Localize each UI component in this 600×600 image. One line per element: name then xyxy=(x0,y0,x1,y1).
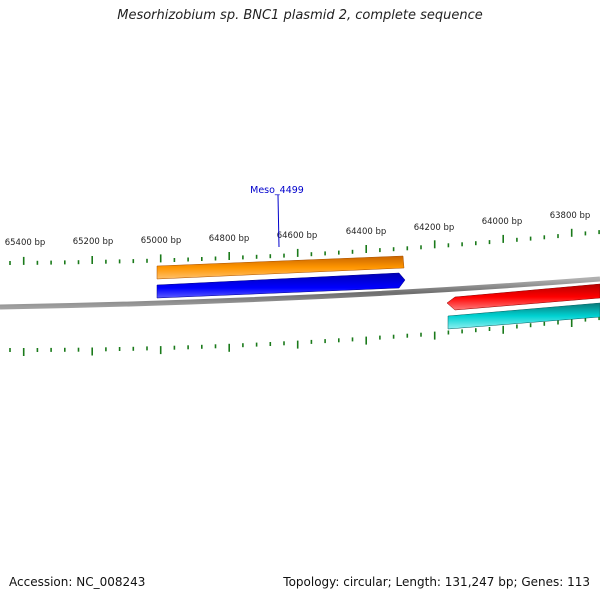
gene-label-meso-4499[interactable]: Meso_4499 xyxy=(250,185,304,196)
tick-labels: 65400 bp 65200 bp 65000 bp 64800 bp 64600 bp… xyxy=(5,211,591,248)
gene-red-feature[interactable] xyxy=(446,283,600,311)
page-title: Mesorhizobium sp. BNC1 plasmid 2, comple… xyxy=(117,8,483,23)
gene-cyan-feature[interactable] xyxy=(447,302,600,330)
position-label: 65400 bp xyxy=(5,238,46,248)
gene-label-leader xyxy=(277,194,280,248)
position-label: 64200 bp xyxy=(414,223,455,233)
position-label: 64400 bp xyxy=(346,227,387,237)
tick-marks-upper xyxy=(9,228,600,265)
sequence-backbone xyxy=(0,276,600,310)
position-label: 65200 bp xyxy=(73,237,114,247)
genome-summary: Topology: circular; Length: 131,247 bp; … xyxy=(283,575,590,589)
position-label: 64000 bp xyxy=(482,217,523,227)
position-label: 64600 bp xyxy=(277,231,318,241)
tick-marks-lower xyxy=(9,316,600,356)
position-label: 63800 bp xyxy=(550,211,591,221)
gene-orange-feature[interactable] xyxy=(156,255,405,280)
position-label: 64800 bp xyxy=(209,234,250,244)
position-label: 65000 bp xyxy=(141,236,182,246)
accession-label: Accession: NC_008243 xyxy=(9,575,146,589)
gene-meso-4499-feature[interactable] xyxy=(156,272,406,299)
